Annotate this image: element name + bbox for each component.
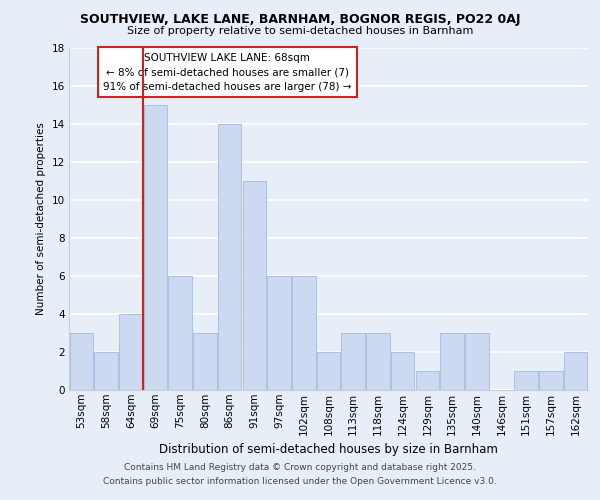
- Bar: [440, 333, 464, 390]
- Text: Contains public sector information licensed under the Open Government Licence v3: Contains public sector information licen…: [103, 477, 497, 486]
- Bar: [242, 180, 266, 390]
- Bar: [341, 333, 365, 390]
- Bar: [317, 352, 340, 390]
- Text: Contains HM Land Registry data © Crown copyright and database right 2025.: Contains HM Land Registry data © Crown c…: [124, 464, 476, 472]
- Bar: [539, 371, 563, 390]
- X-axis label: Distribution of semi-detached houses by size in Barnham: Distribution of semi-detached houses by …: [159, 443, 498, 456]
- Text: Size of property relative to semi-detached houses in Barnham: Size of property relative to semi-detach…: [127, 26, 473, 36]
- Bar: [169, 276, 192, 390]
- Text: SOUTHVIEW, LAKE LANE, BARNHAM, BOGNOR REGIS, PO22 0AJ: SOUTHVIEW, LAKE LANE, BARNHAM, BOGNOR RE…: [80, 12, 520, 26]
- Bar: [292, 276, 316, 390]
- Bar: [416, 371, 439, 390]
- Bar: [514, 371, 538, 390]
- Bar: [366, 333, 389, 390]
- Bar: [391, 352, 415, 390]
- Bar: [119, 314, 143, 390]
- Bar: [193, 333, 217, 390]
- Bar: [94, 352, 118, 390]
- Bar: [70, 333, 93, 390]
- Bar: [465, 333, 488, 390]
- Y-axis label: Number of semi-detached properties: Number of semi-detached properties: [36, 122, 46, 315]
- Bar: [218, 124, 241, 390]
- Bar: [144, 104, 167, 390]
- Text: SOUTHVIEW LAKE LANE: 68sqm
← 8% of semi-detached houses are smaller (7)
91% of s: SOUTHVIEW LAKE LANE: 68sqm ← 8% of semi-…: [103, 52, 352, 92]
- Bar: [268, 276, 291, 390]
- Bar: [564, 352, 587, 390]
